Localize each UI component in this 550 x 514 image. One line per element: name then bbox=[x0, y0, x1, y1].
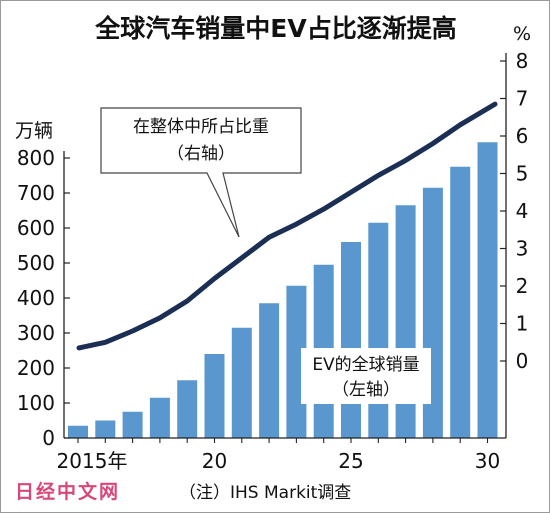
source-note: （注）IHS Markit调查 bbox=[179, 483, 351, 503]
right-tick-label-1: 1 bbox=[516, 312, 529, 336]
right-axis-unit: % bbox=[513, 23, 531, 45]
bar-label-name: EV的全球销量 bbox=[312, 355, 419, 375]
right-tick-label-6: 6 bbox=[516, 124, 529, 148]
left-tick-label-400: 400 bbox=[17, 286, 55, 310]
bar-2018 bbox=[149, 397, 170, 438]
left-tick-label-200: 200 bbox=[17, 356, 55, 380]
bar-series bbox=[68, 142, 498, 438]
bar-label-axis: （左轴） bbox=[332, 380, 400, 400]
ev-share-line bbox=[76, 101, 498, 351]
right-tick-label-3: 3 bbox=[516, 237, 529, 261]
bar-2017 bbox=[122, 411, 143, 438]
left-tick-label-600: 600 bbox=[17, 216, 55, 240]
axes bbox=[63, 53, 507, 443]
left-tick-label-500: 500 bbox=[17, 251, 55, 275]
line-callout: 在整体中所占比重 （右轴） bbox=[100, 107, 302, 238]
right-tick-label-2: 2 bbox=[516, 274, 529, 298]
bar-label-box bbox=[301, 348, 431, 404]
bar-2019 bbox=[177, 380, 198, 438]
right-tick-label-4: 4 bbox=[516, 199, 529, 223]
bar-2025 bbox=[341, 242, 361, 438]
x-tick-label-2015: 2015年 bbox=[57, 449, 128, 473]
left-tick-label-700: 700 bbox=[17, 181, 55, 205]
x-tick-label-2020: 20 bbox=[202, 449, 227, 473]
x-tick-label-2030: 30 bbox=[475, 449, 500, 473]
left-tick-label-800: 800 bbox=[17, 146, 55, 170]
chart-title: 全球汽车销量中EV占比逐渐提高 bbox=[94, 14, 456, 43]
bar-2016 bbox=[95, 420, 116, 438]
bar-2026 bbox=[368, 222, 389, 438]
tick-labels: 0 100 200 300 400 500 600 700 800 0 1 2 3 4 5 6 7 8 2015年 2… bbox=[17, 49, 529, 473]
bar-2021 bbox=[231, 327, 252, 438]
bar-2015 bbox=[68, 425, 88, 438]
right-tick-label-7: 7 bbox=[516, 87, 529, 111]
right-tick-label-8: 8 bbox=[516, 49, 529, 73]
callout-line-axis: （右轴） bbox=[167, 144, 235, 164]
callout-line-name: 在整体中所占比重 bbox=[133, 117, 269, 137]
right-tick-label-5: 5 bbox=[516, 162, 529, 186]
bar-2020 bbox=[204, 354, 225, 438]
callout-box bbox=[100, 107, 302, 238]
left-axis-unit: 万辆 bbox=[15, 120, 53, 142]
bar-label: EV的全球销量 （左轴） bbox=[301, 348, 431, 404]
left-tick-label-300: 300 bbox=[17, 321, 55, 345]
bar-2022 bbox=[259, 303, 280, 438]
left-tick-label-100: 100 bbox=[17, 391, 55, 415]
line-series bbox=[76, 101, 498, 351]
bar-2030 bbox=[477, 142, 498, 438]
bar-2029 bbox=[450, 166, 471, 438]
left-tick-label-0: 0 bbox=[42, 426, 55, 450]
right-tick-label-0: 0 bbox=[516, 349, 529, 373]
nikkei-logo: 日经中文网 bbox=[15, 480, 120, 503]
x-tick-label-2025: 25 bbox=[338, 449, 363, 473]
